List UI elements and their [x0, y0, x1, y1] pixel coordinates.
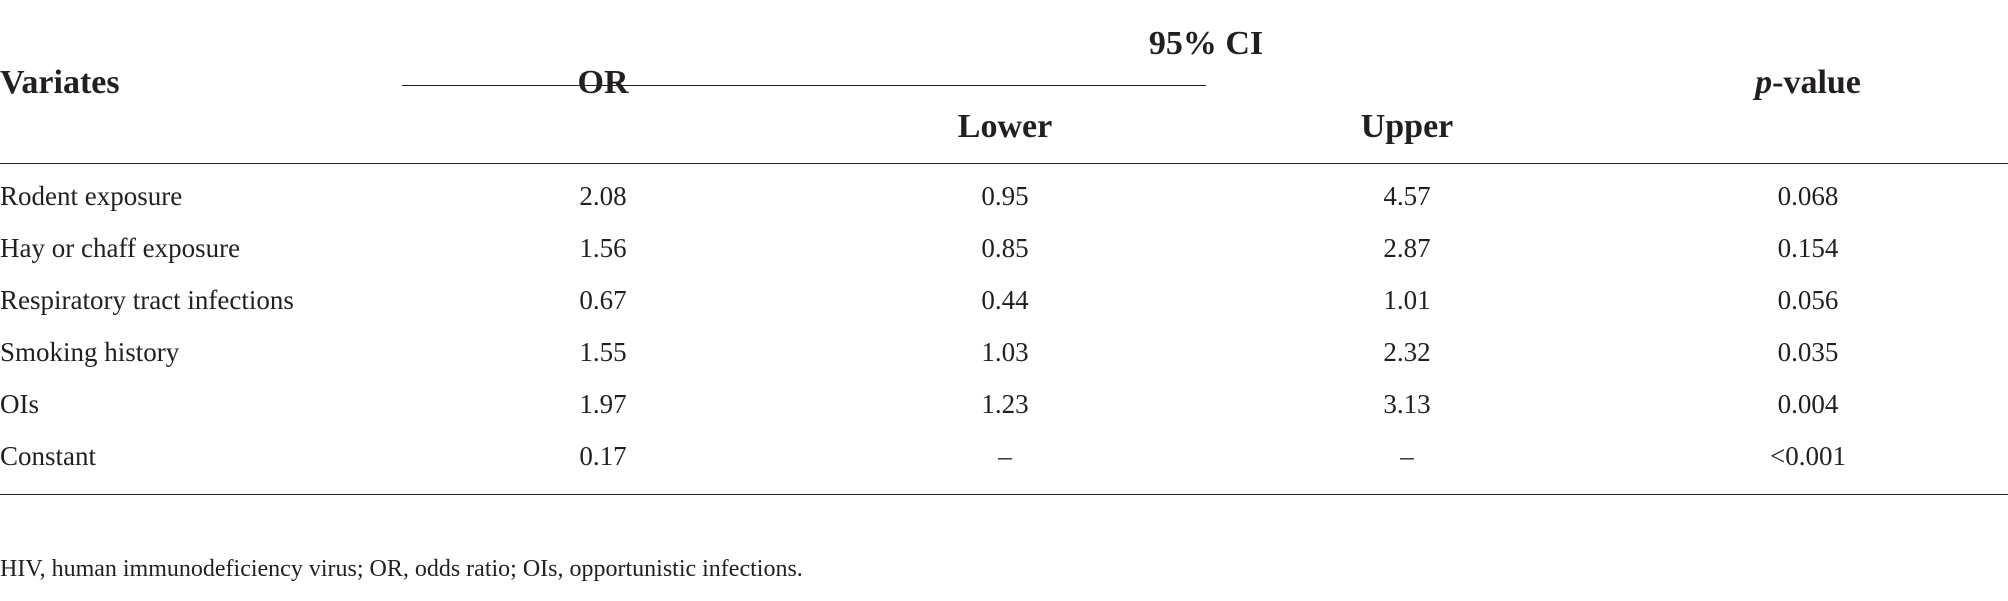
header-bottom-rule — [0, 163, 2008, 164]
table-footnote: HIV, human immunodeficiency virus; OR, o… — [0, 556, 803, 582]
cell-p-value: 0.004 — [1777, 388, 1839, 419]
cell-lower: 1.03 — [981, 336, 1029, 367]
cell-lower: 0.44 — [981, 284, 1029, 315]
cell-p-value: 0.068 — [1777, 180, 1839, 211]
header-lower: Lower — [957, 108, 1053, 145]
results-table-container: Variates OR 95% CI p-value Lower Upper R… — [0, 0, 2008, 482]
header-p-value: p-value — [1608, 0, 2008, 166]
cell-variate: Rodent exposure — [0, 180, 183, 211]
table-row: OIs 1.97 1.23 3.13 0.004 — [0, 378, 2008, 430]
table-row: Respiratory tract infections 0.67 0.44 1… — [0, 274, 2008, 326]
odds-ratio-table: Variates OR 95% CI p-value Lower Upper R… — [0, 0, 2008, 482]
table-body: Rodent exposure 2.08 0.95 4.57 0.068 Hay… — [0, 166, 2008, 482]
cell-or: 2.08 — [579, 180, 627, 211]
cell-or: 0.17 — [579, 440, 627, 471]
cell-variate: OIs — [0, 388, 39, 419]
cell-lower: – — [998, 440, 1012, 471]
cell-or: 1.56 — [579, 232, 627, 263]
table-bottom-rule — [0, 494, 2008, 495]
header-upper: Upper — [1360, 108, 1454, 145]
cell-p-value: 0.035 — [1777, 336, 1839, 367]
cell-or: 0.67 — [579, 284, 627, 315]
cell-variate: Smoking history — [0, 336, 180, 367]
table-row: Hay or chaff exposure 1.56 0.85 2.87 0.1… — [0, 222, 2008, 274]
cell-variate: Constant — [0, 440, 97, 471]
table-header: Variates OR 95% CI p-value Lower Upper — [0, 0, 2008, 166]
table-row: Rodent exposure 2.08 0.95 4.57 0.068 — [0, 166, 2008, 222]
cell-or: 1.55 — [579, 336, 627, 367]
cell-upper: 2.32 — [1383, 336, 1431, 367]
cell-variate: Hay or chaff exposure — [0, 232, 241, 263]
header-p-italic: p — [1755, 64, 1773, 101]
cell-upper: 1.01 — [1383, 284, 1431, 315]
cell-variate: Respiratory tract infections — [0, 284, 294, 315]
header-95-ci: 95% CI — [1148, 25, 1264, 62]
cell-p-value: 0.056 — [1777, 284, 1839, 315]
table-row: Constant 0.17 – – <0.001 — [0, 430, 2008, 482]
ci-header-rule — [402, 85, 1206, 86]
cell-upper: – — [1400, 440, 1414, 471]
cell-lower: 1.23 — [981, 388, 1029, 419]
cell-upper: 4.57 — [1383, 180, 1431, 211]
cell-p-value: <0.001 — [1770, 440, 1846, 471]
cell-lower: 0.95 — [981, 180, 1029, 211]
header-variates: Variates — [0, 64, 120, 101]
cell-lower: 0.85 — [981, 232, 1029, 263]
cell-or: 1.97 — [579, 388, 627, 419]
table-row: Smoking history 1.55 1.03 2.32 0.035 — [0, 326, 2008, 378]
header-or: OR — [577, 64, 629, 101]
cell-p-value: 0.154 — [1777, 232, 1839, 263]
cell-upper: 3.13 — [1383, 388, 1431, 419]
cell-upper: 2.87 — [1383, 232, 1431, 263]
header-p-suffix: -value — [1772, 64, 1861, 101]
